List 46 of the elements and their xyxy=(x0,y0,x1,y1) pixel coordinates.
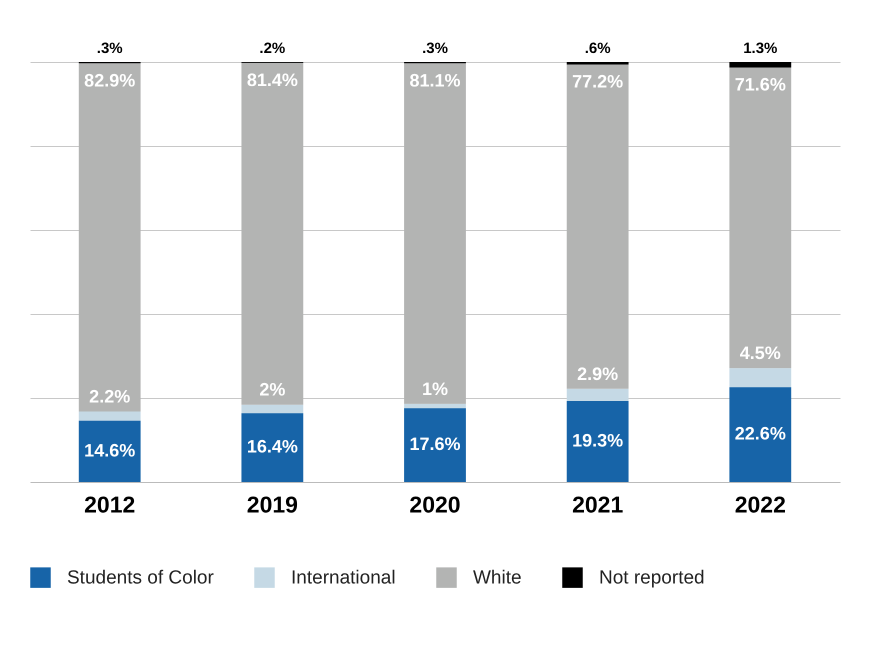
data-label: 19.3% xyxy=(572,430,624,450)
data-label: 81.4% xyxy=(246,70,298,90)
bar xyxy=(78,420,141,482)
bar xyxy=(404,408,466,482)
data-label: 1.3% xyxy=(743,40,778,57)
data-label: 82.9% xyxy=(84,70,136,90)
bar xyxy=(729,387,792,482)
legend-label: Students of Color xyxy=(67,568,214,589)
data-label: 14.6% xyxy=(84,440,136,460)
legend-label: International xyxy=(291,568,396,589)
x-tick-label: 2021 xyxy=(572,492,624,518)
bar xyxy=(566,400,629,482)
bar xyxy=(241,413,304,482)
data-label: 16.4% xyxy=(246,436,298,457)
bar xyxy=(404,63,466,404)
data-label: 77.2% xyxy=(572,72,624,92)
x-tick-label: 2022 xyxy=(734,492,786,518)
bar xyxy=(566,62,629,65)
data-label: 22.6% xyxy=(734,424,786,444)
bar xyxy=(729,67,792,368)
data-label: 17.6% xyxy=(409,434,461,454)
data-label: 2.9% xyxy=(577,364,618,384)
bar xyxy=(566,64,629,389)
data-label: .2% xyxy=(259,40,286,57)
bar xyxy=(78,63,141,412)
data-label: 2.2% xyxy=(89,386,130,406)
x-tick-label: 2019 xyxy=(246,492,298,518)
bar xyxy=(241,404,304,414)
bar xyxy=(241,62,304,405)
data-label: 2% xyxy=(259,380,286,400)
legend-label: Not reported xyxy=(599,568,705,589)
data-label: .3% xyxy=(422,40,448,57)
data-label: 4.5% xyxy=(740,343,781,364)
x-tick-label: 2012 xyxy=(84,492,136,518)
data-label: .6% xyxy=(584,40,611,57)
bar xyxy=(729,62,792,68)
x-tick-label: 2020 xyxy=(409,492,461,518)
bar xyxy=(729,368,792,388)
legend-label: White xyxy=(473,568,522,589)
data-label: 1% xyxy=(422,378,448,399)
data-label: 71.6% xyxy=(734,74,786,94)
data-label: .3% xyxy=(96,40,123,57)
bar xyxy=(404,404,466,408)
bar xyxy=(566,388,629,401)
bar xyxy=(78,411,141,421)
data-label: 81.1% xyxy=(409,70,461,90)
